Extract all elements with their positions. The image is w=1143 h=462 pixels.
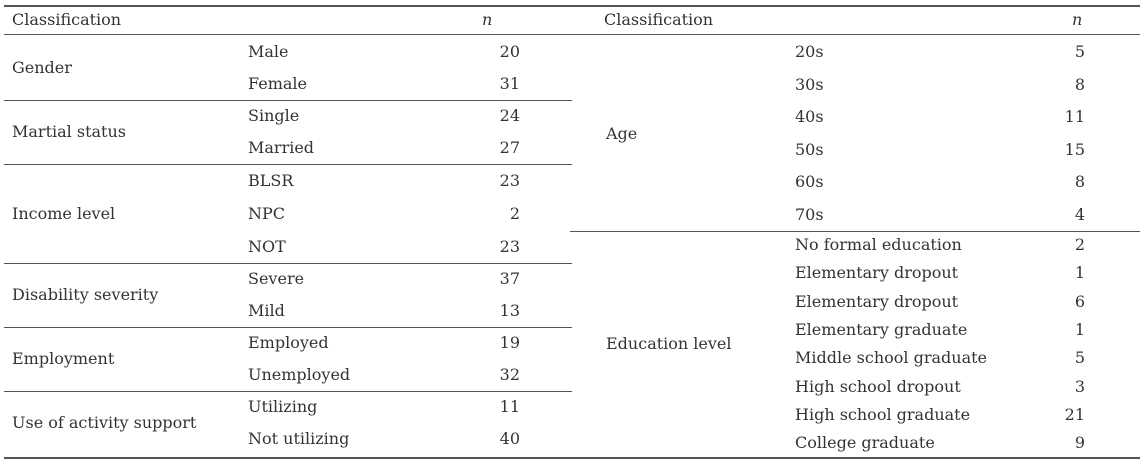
group-rule — [570, 231, 1140, 232]
row-label: Female — [248, 74, 307, 93]
row-count: 9 — [1074, 433, 1085, 453]
row-count: 32 — [499, 365, 520, 384]
row-count: 11 — [1064, 107, 1085, 127]
group-rule — [4, 263, 572, 264]
row-count: 24 — [499, 106, 520, 125]
row-label: NPC — [248, 203, 286, 223]
row-label: 60s — [795, 172, 824, 192]
group-label: Disability severity — [12, 285, 159, 304]
row-count: 2 — [509, 203, 520, 223]
top-rule — [4, 5, 1140, 7]
group-label: Age — [606, 123, 638, 143]
row-label: Middle school graduate — [795, 348, 988, 368]
row-label: Male — [248, 42, 289, 61]
row-count: 40 — [499, 429, 520, 448]
header-right-n: n — [1072, 10, 1083, 29]
row-count: 2 — [1074, 235, 1085, 255]
row-label: 50s — [795, 139, 824, 159]
row-label: BLSR — [248, 170, 294, 190]
row-count: 15 — [1064, 139, 1085, 159]
row-count: 3 — [1074, 376, 1085, 396]
header-right-classification: Classification — [604, 10, 714, 29]
header-left-n: n — [482, 10, 493, 29]
group-rule — [4, 391, 572, 392]
row-label: Mild — [248, 301, 285, 320]
group-label: Gender — [12, 58, 72, 77]
group-label: Use of activity support — [12, 413, 197, 432]
row-label: Not utilizing — [248, 429, 350, 448]
row-label: Unemployed — [248, 365, 351, 384]
row-count: 23 — [499, 236, 520, 256]
row-label: Elementary dropout — [795, 291, 959, 311]
row-count: 1 — [1074, 320, 1085, 340]
group-rule — [4, 164, 572, 165]
row-count: 37 — [499, 269, 520, 288]
row-count: 8 — [1074, 74, 1085, 94]
group-label: Employment — [12, 349, 115, 368]
row-count: 1 — [1074, 263, 1085, 283]
row-label: 70s — [795, 204, 824, 224]
row-count: 4 — [1074, 204, 1085, 224]
row-label: Severe — [248, 269, 305, 288]
row-count: 5 — [1074, 42, 1085, 62]
group-label: Education level — [606, 334, 732, 354]
row-count: 5 — [1074, 348, 1085, 368]
row-label: 20s — [795, 42, 824, 62]
row-count: 31 — [499, 74, 520, 93]
row-label: Elementary graduate — [795, 320, 968, 340]
row-label: College graduate — [795, 433, 935, 453]
header-left-classification: Classification — [12, 10, 122, 29]
row-count: 6 — [1074, 291, 1085, 311]
row-label: High school dropout — [795, 376, 961, 396]
row-label: 40s — [795, 107, 824, 127]
row-count: 21 — [1064, 404, 1085, 424]
bottom-rule — [4, 457, 1140, 459]
row-label: Utilizing — [248, 397, 318, 416]
header-rule — [4, 34, 1140, 35]
row-label: Employed — [248, 333, 329, 352]
group-rule — [4, 327, 572, 328]
row-label: NOT — [248, 236, 286, 256]
row-count: 19 — [499, 333, 520, 352]
row-label: Married — [248, 138, 315, 157]
row-label: Single — [248, 106, 300, 125]
row-count: 27 — [499, 138, 520, 157]
group-label: Martial status — [12, 122, 126, 141]
row-count: 20 — [499, 42, 520, 61]
row-count: 23 — [499, 170, 520, 190]
row-label: Elementary dropout — [795, 263, 959, 283]
group-label: Income level — [12, 203, 116, 223]
row-count: 13 — [499, 301, 520, 320]
row-label: No formal education — [795, 235, 962, 255]
row-count: 8 — [1074, 172, 1085, 192]
group-rule — [4, 100, 572, 101]
row-label: High school graduate — [795, 404, 971, 424]
row-label: 30s — [795, 74, 824, 94]
demographics-table: Classification n Classification n Gender… — [4, 5, 1140, 460]
row-count: 11 — [499, 397, 520, 416]
